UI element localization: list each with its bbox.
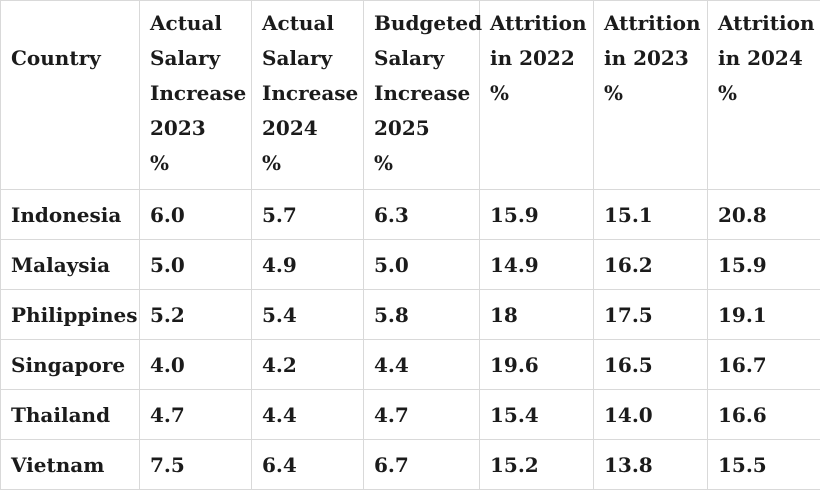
value-cell: 6.3 bbox=[363, 189, 480, 240]
header-row: Country Actual Salary Increase 2023 % Ac… bbox=[0, 0, 820, 190]
table-row-thailand: Thailand 4.7 4.4 4.7 15.4 14.0 16.6 bbox=[0, 389, 820, 440]
country-cell: Singapore bbox=[0, 339, 140, 390]
value-cell: 14.0 bbox=[593, 389, 708, 440]
value-cell: 6.0 bbox=[139, 189, 252, 240]
country-cell: Indonesia bbox=[0, 189, 140, 240]
value-cell: 4.9 bbox=[251, 239, 364, 290]
value-cell: 19.1 bbox=[707, 289, 820, 340]
col-header-budgeted-salary-increase-2025: Budgeted Salary Increase 2025 % bbox=[363, 0, 482, 190]
value-cell: 6.4 bbox=[251, 439, 364, 490]
value-cell: 4.4 bbox=[363, 339, 480, 390]
value-cell: 15.5 bbox=[707, 439, 820, 490]
value-cell: 15.9 bbox=[479, 189, 594, 240]
col-header-country: Country bbox=[0, 0, 140, 190]
value-cell: 4.2 bbox=[251, 339, 364, 390]
col-header-attrition-2023: Attrition in 2023 % bbox=[593, 0, 708, 190]
table-row-vietnam: Vietnam 7.5 6.4 6.7 15.2 13.8 15.5 bbox=[0, 439, 820, 490]
value-cell: 5.2 bbox=[139, 289, 252, 340]
value-cell: 4.0 bbox=[139, 339, 252, 390]
value-cell: 15.1 bbox=[593, 189, 708, 240]
value-cell: 16.7 bbox=[707, 339, 820, 390]
col-header-actual-salary-increase-2023: Actual Salary Increase 2023 % bbox=[139, 0, 252, 190]
value-cell: 14.9 bbox=[479, 239, 594, 290]
table-row-singapore: Singapore 4.0 4.2 4.4 19.6 16.5 16.7 bbox=[0, 339, 820, 390]
country-cell: Thailand bbox=[0, 389, 140, 440]
col-header-attrition-2022: Attrition in 2022 % bbox=[479, 0, 594, 190]
value-cell: 5.7 bbox=[251, 189, 364, 240]
value-cell: 15.9 bbox=[707, 239, 820, 290]
value-cell: 19.6 bbox=[479, 339, 594, 390]
value-cell: 20.8 bbox=[707, 189, 820, 240]
value-cell: 4.7 bbox=[139, 389, 252, 440]
value-cell: 16.5 bbox=[593, 339, 708, 390]
value-cell: 17.5 bbox=[593, 289, 708, 340]
value-cell: 4.4 bbox=[251, 389, 364, 440]
value-cell: 15.4 bbox=[479, 389, 594, 440]
value-cell: 16.6 bbox=[707, 389, 820, 440]
value-cell: 16.2 bbox=[593, 239, 708, 290]
value-cell: 4.7 bbox=[363, 389, 480, 440]
value-cell: 6.7 bbox=[363, 439, 480, 490]
value-cell: 18 bbox=[479, 289, 594, 340]
country-cell: Vietnam bbox=[0, 439, 140, 490]
country-cell: Philippines bbox=[0, 289, 140, 340]
value-cell: 15.2 bbox=[479, 439, 594, 490]
value-cell: 5.0 bbox=[363, 239, 480, 290]
table-row-philippines: Philippines 5.2 5.4 5.8 18 17.5 19.1 bbox=[0, 289, 820, 340]
col-header-attrition-2024: Attrition in 2024 % bbox=[707, 0, 820, 190]
table-row-malaysia: Malaysia 5.0 4.9 5.0 14.9 16.2 15.9 bbox=[0, 239, 820, 290]
country-cell: Malaysia bbox=[0, 239, 140, 290]
col-header-actual-salary-increase-2024: Actual Salary Increase 2024 % bbox=[251, 0, 364, 190]
value-cell: 7.5 bbox=[139, 439, 252, 490]
value-cell: 5.4 bbox=[251, 289, 364, 340]
table-row-indonesia: Indonesia 6.0 5.7 6.3 15.9 15.1 20.8 bbox=[0, 189, 820, 240]
value-cell: 5.0 bbox=[139, 239, 252, 290]
value-cell: 5.8 bbox=[363, 289, 480, 340]
value-cell: 13.8 bbox=[593, 439, 708, 490]
